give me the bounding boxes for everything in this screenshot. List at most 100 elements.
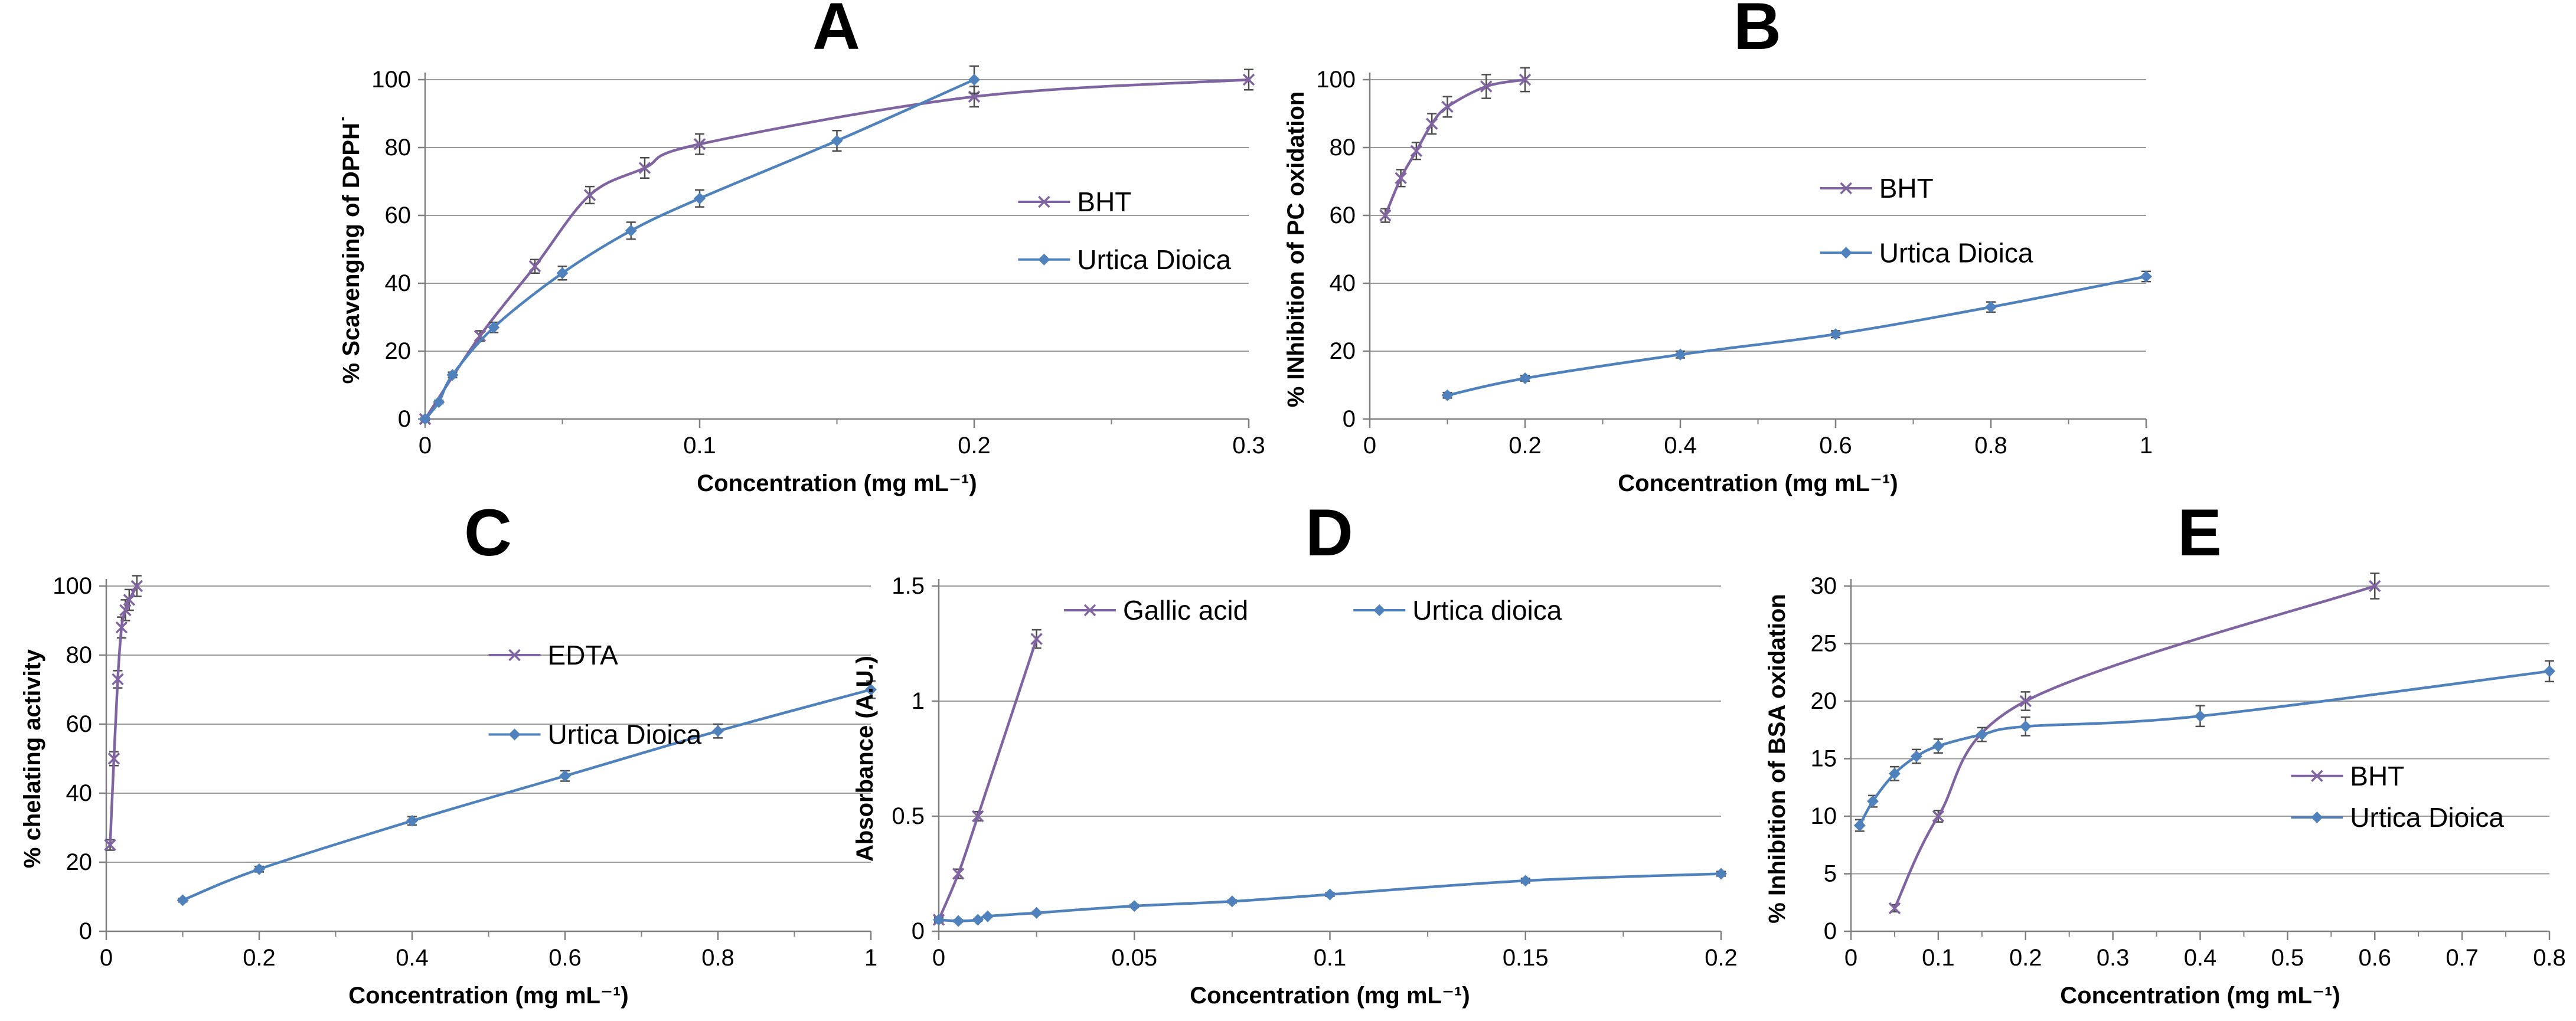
data-point-marker — [1715, 868, 1727, 880]
legend-marker — [1038, 195, 1050, 208]
legend-label: EDTA — [548, 640, 619, 670]
x-tick-label: 0.6 — [2358, 945, 2391, 971]
data-point-marker — [115, 621, 128, 634]
y-tick-label: 80 — [385, 135, 412, 161]
y-tick-label: 0.5 — [892, 803, 925, 829]
x-tick-label: 0.5 — [2271, 945, 2304, 971]
x-tick-label: 0 — [1844, 945, 1857, 971]
data-point-marker — [177, 894, 189, 907]
legend-entry-urtica-dioica: Urtica Dioica — [1820, 237, 2033, 268]
x-tick-label: 0 — [100, 945, 113, 971]
x-tick-label: 0.1 — [1922, 945, 1955, 971]
series-urtica-dioica — [1441, 270, 2152, 401]
legend-entry-gallic-acid: Gallic acid — [1064, 595, 1248, 626]
x-tick-label: 0.4 — [2184, 945, 2217, 971]
y-axis-label: Absorbance (A.U.) — [852, 656, 878, 862]
data-point-marker — [1441, 389, 1454, 401]
x-tick-label: 0.8 — [2533, 945, 2566, 971]
data-point-marker — [2019, 695, 2032, 708]
legend-marker — [508, 649, 521, 662]
panel-e-title: E — [2177, 496, 2223, 570]
data-point-marker — [419, 413, 431, 425]
x-tick-label: 0.4 — [396, 945, 429, 971]
x-tick-label: 0.7 — [2446, 945, 2479, 971]
x-tick-label: 0.15 — [1503, 945, 1549, 971]
legend-label: Gallic acid — [1123, 595, 1248, 626]
y-axis-label: % Inhibition of BSA oxidation — [1764, 594, 1790, 923]
legend-marker — [1083, 604, 1096, 617]
data-point-marker — [1395, 172, 1407, 184]
data-point-marker — [1830, 328, 1842, 341]
data-point-marker — [1674, 348, 1686, 361]
data-point-marker — [130, 580, 143, 593]
series-line — [937, 638, 1038, 921]
panel-b: B 0 20 40 60 80 100 0 0.2 0.4 0.6 0.8 1 Concentratio… — [1275, 0, 2173, 508]
legend-marker — [1373, 604, 1386, 616]
data-point-marker — [694, 192, 706, 205]
legend-marker — [1038, 253, 1050, 266]
x-tick-label: 0.2 — [2009, 945, 2042, 971]
y-tick-label: 60 — [1330, 202, 1356, 228]
data-point-marker — [2369, 580, 2381, 593]
panel-c-title: C — [464, 496, 513, 570]
data-point-marker — [119, 604, 132, 617]
data-point-marker — [693, 138, 706, 150]
legend-entry-bht: BHT — [2291, 761, 2404, 791]
data-point-marker — [638, 162, 651, 174]
data-point-marker — [981, 910, 994, 922]
data-point-marker — [2019, 720, 2032, 732]
data-point-marker — [1932, 810, 1945, 823]
data-point-marker — [1519, 73, 1532, 86]
x-tick-label: 0 — [1363, 433, 1376, 459]
data-point-marker — [972, 810, 984, 823]
data-point-marker — [972, 914, 984, 926]
y-tick-label: 20 — [1811, 688, 1837, 714]
legend-entry-urtica-dioica: Urtica Dioica — [1018, 244, 1232, 275]
x-tick-label: 0.3 — [1232, 433, 1265, 459]
panel-c: C 0 20 40 60 80 100 0 0.2 0.4 0.6 0.8 1 Concentratio… — [12, 498, 897, 1020]
data-point-marker — [107, 752, 120, 765]
panel-b-title: B — [1733, 0, 1782, 63]
data-point-marker — [1379, 209, 1392, 222]
data-point-marker — [952, 915, 965, 927]
x-tick-label: 0.6 — [548, 945, 582, 971]
x-tick-label: 0.2 — [958, 433, 991, 459]
legend-marker — [2311, 770, 2323, 782]
chart-canvas-e: 0 5 10 15 20 25 30 0 0.1 0.2 0.3 0.4 0.5 0.6 0.7 0.8 Con… — [1764, 572, 2566, 1009]
data-point-marker — [1932, 740, 1944, 752]
series-urtica-dioica — [419, 65, 980, 425]
legend-label: Urtica dioica — [1412, 595, 1562, 626]
data-point-marker — [1441, 100, 1454, 113]
y-tick-label: 25 — [1811, 631, 1837, 657]
panel-d-title: D — [1305, 496, 1354, 570]
x-axis-label: Concentration (mg mL⁻¹) — [2060, 983, 2340, 1009]
x-tick-label: 1 — [2140, 433, 2153, 459]
data-point-marker — [556, 267, 569, 279]
x-tick-label: 0.8 — [701, 945, 734, 971]
y-tick-label: 80 — [66, 642, 93, 668]
data-point-marker — [1866, 795, 1879, 807]
data-point-marker — [2140, 270, 2152, 283]
x-tick-label: 0.6 — [1819, 433, 1852, 459]
legend-marker — [1840, 182, 1852, 195]
y-axis-label: % chelating activity — [19, 649, 45, 868]
series-gallic-acid — [932, 629, 1043, 926]
y-tick-label: 30 — [1811, 573, 1837, 599]
legend-label: Urtica Dioica — [1879, 237, 2033, 268]
legend-label: Urtica Dioica — [2350, 802, 2504, 833]
y-tick-label: 100 — [371, 67, 411, 93]
y-axis-label: % Scavenging of DPPH˙ — [338, 115, 364, 384]
legend-marker — [1840, 247, 1852, 259]
data-point-marker — [968, 74, 980, 86]
data-point-marker — [433, 396, 445, 408]
series-edta — [104, 575, 143, 851]
x-tick-label: 0.2 — [243, 945, 276, 971]
legend-entry-urtica-dioica: Urtica dioica — [1353, 595, 1562, 626]
y-axis-label: % INhibition of PC oxidation — [1283, 91, 1309, 408]
data-point-marker — [952, 868, 965, 880]
series-bht — [1888, 572, 2381, 915]
x-tick-label: 0.2 — [1705, 945, 1738, 971]
x-axis-label: Concentration (mg mL⁻¹) — [1618, 470, 1898, 496]
legend-entry-edta: EDTA — [488, 640, 619, 670]
